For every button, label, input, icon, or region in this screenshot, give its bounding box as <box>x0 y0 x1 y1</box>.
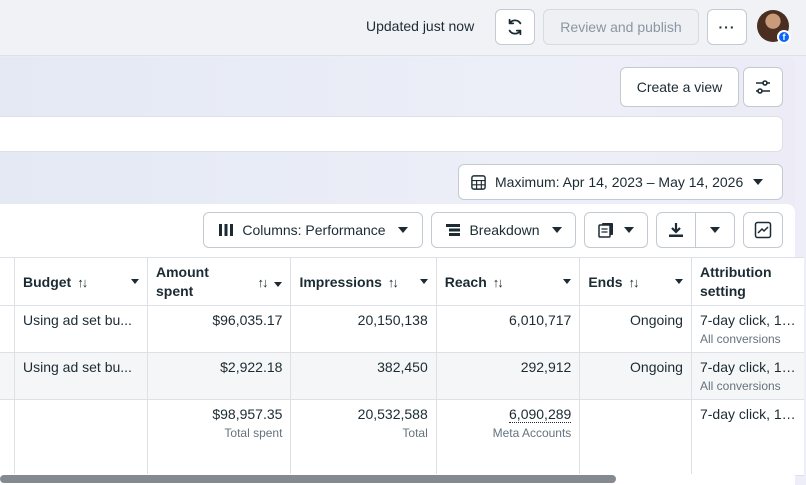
ends-cell: Ongoing <box>579 305 692 353</box>
more-options-button[interactable]: ··· <box>707 9 747 45</box>
budget-cell: Using ad set bu... <box>23 312 132 328</box>
column-impressions[interactable]: Impressions ↑↓ <box>290 257 437 306</box>
sort-icon: ↑↓ <box>628 274 640 290</box>
budget-cell: Using ad set bu... <box>23 359 132 375</box>
refresh-button[interactable] <box>495 9 535 45</box>
total-amount: $98,957.35 <box>212 406 283 422</box>
column-amount-spent[interactable]: Amount spent ↑↓ <box>147 257 292 306</box>
table-row[interactable]: Using ad set bu... $96,035.17 20,150,138… <box>0 305 804 353</box>
columns-label: Columns: Performance <box>242 222 386 238</box>
sort-icon: ↑↓ <box>77 274 88 290</box>
amount-cell: $2,922.18 <box>147 352 292 400</box>
attribution-sub: All conversions <box>699 332 781 346</box>
sort-icon: ↑↓ <box>387 274 399 290</box>
column-reach[interactable]: Reach ↑↓ <box>436 257 581 306</box>
facebook-badge-icon: f <box>777 30 791 44</box>
chart-icon <box>754 221 772 239</box>
create-view-button[interactable]: Create a view <box>620 67 739 107</box>
total-impressions: 20,532,588 <box>357 406 428 422</box>
column-cut <box>0 257 15 306</box>
total-reach-sub: Meta Accounts <box>492 426 572 440</box>
column-attribution[interactable]: Attribution setting <box>691 257 804 306</box>
chevron-down-icon <box>710 227 720 233</box>
column-ends[interactable]: Ends ↑↓ <box>579 257 692 306</box>
sort-icon: ↑↓ <box>492 274 504 290</box>
attribution-cell: 7-day click, 1-... <box>699 359 796 375</box>
amount-cell: $96,035.17 <box>147 305 292 353</box>
chevron-down-icon <box>397 227 408 233</box>
attribution-cell: 7-day click, 1-... <box>699 312 796 328</box>
table-row[interactable]: Using ad set bu... $2,922.18 382,450 292… <box>0 352 804 400</box>
ends-cell: Ongoing <box>579 352 692 400</box>
reach-cell: 6,010,717 <box>436 305 581 353</box>
total-reach[interactable]: 6,090,289 <box>509 406 572 423</box>
columns-dropdown[interactable]: Columns: Performance <box>203 212 423 248</box>
reports-icon <box>598 223 613 238</box>
chevron-down-icon <box>674 279 683 284</box>
sort-icon: ↑↓ <box>257 274 268 290</box>
chevron-down-icon <box>753 179 764 185</box>
sliders-icon <box>756 80 770 94</box>
chevron-down-icon <box>274 281 283 287</box>
attribution-sub: All conversions <box>699 379 781 393</box>
column-budget[interactable]: Budget ↑↓ <box>14 257 148 306</box>
export-options-button[interactable] <box>695 212 735 248</box>
chevron-down-icon <box>563 279 572 284</box>
breakdown-label: Breakdown <box>469 222 540 238</box>
chevron-down-icon <box>551 227 562 233</box>
update-status: Updated just now <box>366 18 475 34</box>
chevron-down-icon <box>624 227 634 233</box>
total-impressions-sub: Total <box>402 426 428 440</box>
impressions-cell: 20,150,138 <box>290 305 437 353</box>
columns-icon <box>219 224 234 236</box>
reports-dropdown[interactable] <box>584 212 648 248</box>
chevron-down-icon <box>131 279 139 284</box>
calendar-icon <box>471 174 486 190</box>
export-button[interactable] <box>656 212 696 248</box>
impressions-cell: 382,450 <box>290 352 437 400</box>
avatar[interactable]: f <box>757 10 791 44</box>
date-range-label: Maximum: Apr 14, 2023 – May 14, 2026 <box>495 174 744 190</box>
refresh-icon <box>508 18 522 36</box>
download-icon <box>669 223 683 237</box>
review-publish-button[interactable]: Review and publish <box>543 9 699 45</box>
chevron-down-icon <box>419 279 428 284</box>
search-filter-bar[interactable] <box>0 116 783 152</box>
reach-cell: 292,912 <box>436 352 581 400</box>
breakdown-dropdown[interactable]: Breakdown <box>431 212 576 248</box>
charts-button[interactable] <box>743 212 783 248</box>
totals-row: $98,957.35 Total spent 20,532,588 Total 6,… <box>0 399 804 476</box>
total-attribution: 7-day click, 1-... <box>699 406 796 422</box>
ads-table: Budget ↑↓ Amount spent ↑↓ Impressions ↑↓ Rea… <box>0 257 804 476</box>
date-range-picker[interactable]: Maximum: Apr 14, 2023 – May 14, 2026 <box>458 164 783 200</box>
view-settings-button[interactable] <box>743 67 783 107</box>
breakdown-icon <box>446 224 461 236</box>
scrollbar-thumb[interactable] <box>0 475 616 483</box>
total-amount-sub: Total spent <box>224 426 283 440</box>
